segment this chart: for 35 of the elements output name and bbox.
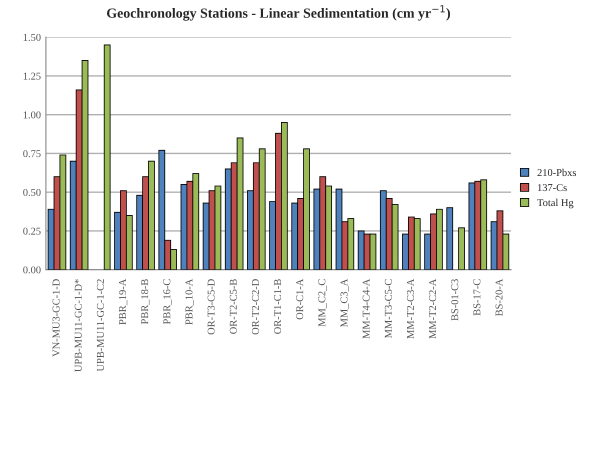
- x-tick-label: PBR_19-A: [119, 278, 128, 325]
- bar: [458, 227, 465, 270]
- x-tick-label: OR-T1-C1-B: [274, 279, 282, 334]
- x-tick-label: BS-01-C3: [451, 279, 458, 321]
- x-tick-label: PBR_16-C: [163, 279, 172, 324]
- x-tick-label: MM-T3-C5-C: [384, 279, 392, 338]
- x-tick-label: VN-MU3-GC-1-D: [52, 279, 60, 357]
- y-tick-label: 1.25: [24, 72, 41, 80]
- bar: [446, 207, 454, 270]
- y-tick-label: 0.25: [23, 228, 41, 235]
- x-tick-label: BS-17-C: [473, 279, 480, 316]
- x-tick-label: OR-T3-C5-D: [208, 279, 215, 334]
- y-tick-label: 0.50: [23, 188, 41, 196]
- legend-label: 210-Pbxs: [538, 168, 576, 176]
- x-tick-label: PBR_18-B: [141, 279, 150, 324]
- y-tick-label: 0.00: [23, 266, 41, 274]
- y-tick-label: 1.50: [24, 34, 41, 41]
- chart-title: Geochronology Stations - Linear Sedimentation (cm yr$^{−1}$): [106, 5, 450, 21]
- x-tick-label: PBR_10-A: [185, 278, 194, 325]
- x-tick-label: OR-T2-C2-D: [252, 279, 259, 334]
- x-tick-label: MM-T2-C3-A: [406, 278, 414, 339]
- x-tick-label: UPB-MU11-GC-1-C2: [96, 279, 104, 372]
- y-tick-label: 0.75: [23, 150, 41, 158]
- x-tick-label: MM-T2-C2-A: [429, 278, 436, 339]
- bar: [104, 44, 111, 270]
- x-tick-label: BS-20-A: [496, 278, 503, 316]
- x-tick-label: MM-T4-C4-A: [362, 278, 370, 339]
- x-tick-label: UPB-MU11-GC-1-D*: [74, 279, 82, 372]
- x-tick-label: OR-T2-C5-B: [230, 279, 237, 334]
- y-tick-label: 1.00: [24, 111, 41, 118]
- legend-label: 137-Cs: [538, 184, 567, 192]
- x-tick-label: OR-C1-A: [296, 278, 304, 320]
- x-tick-label: MM_C2_C: [318, 279, 327, 326]
- x-tick-label: MM_C3_A: [340, 278, 349, 328]
- legend-label: Total Hg: [537, 198, 574, 208]
